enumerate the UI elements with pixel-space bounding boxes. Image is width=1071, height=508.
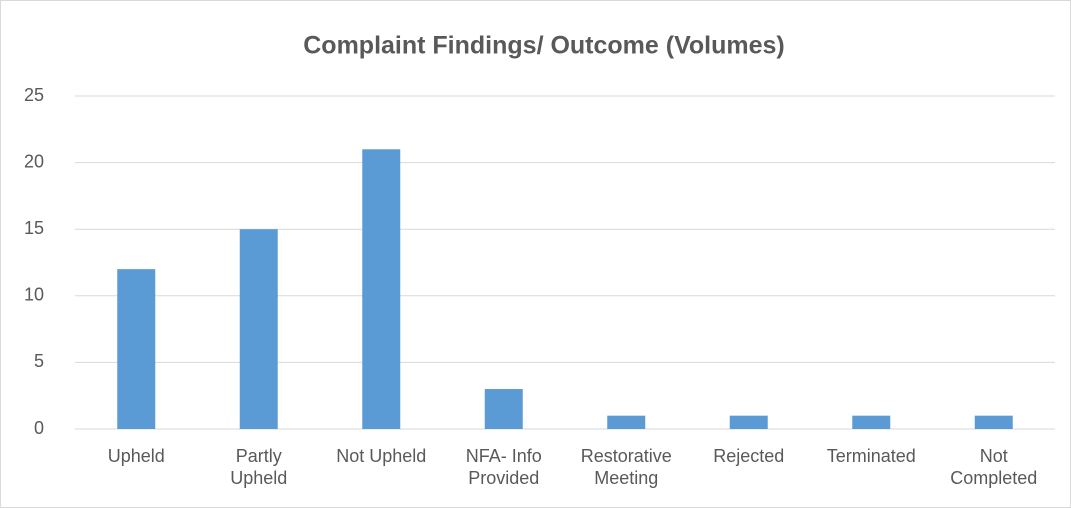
x-tick-label: Upheld	[107, 446, 165, 466]
chart-title: Complaint Findings/ Outcome (Volumes)	[303, 32, 785, 60]
x-tick-label: Rejected	[713, 446, 785, 466]
bar	[729, 415, 768, 429]
bar	[117, 269, 156, 429]
x-tick-label: Partly Upheld	[230, 446, 288, 488]
y-tick-label: 10	[24, 285, 44, 305]
y-tick-label: 5	[34, 351, 44, 371]
y-tick-label: 25	[24, 85, 44, 105]
bar	[362, 149, 401, 429]
bar	[484, 389, 523, 429]
y-tick-label: 20	[24, 151, 44, 171]
x-tick-label: Not Completed	[950, 446, 1038, 488]
bar	[852, 415, 891, 429]
x-tick-label: NFA- Info Provided	[465, 446, 542, 488]
y-tick-label: 15	[24, 218, 44, 238]
y-tick-label: 0	[34, 418, 44, 438]
bar	[239, 229, 278, 429]
x-tick-label: Restorative Meeting	[580, 446, 672, 488]
x-tick-label: Not Upheld	[336, 446, 427, 466]
bar	[974, 415, 1013, 429]
x-tick-label: Terminated	[826, 446, 916, 466]
bar	[607, 415, 646, 429]
